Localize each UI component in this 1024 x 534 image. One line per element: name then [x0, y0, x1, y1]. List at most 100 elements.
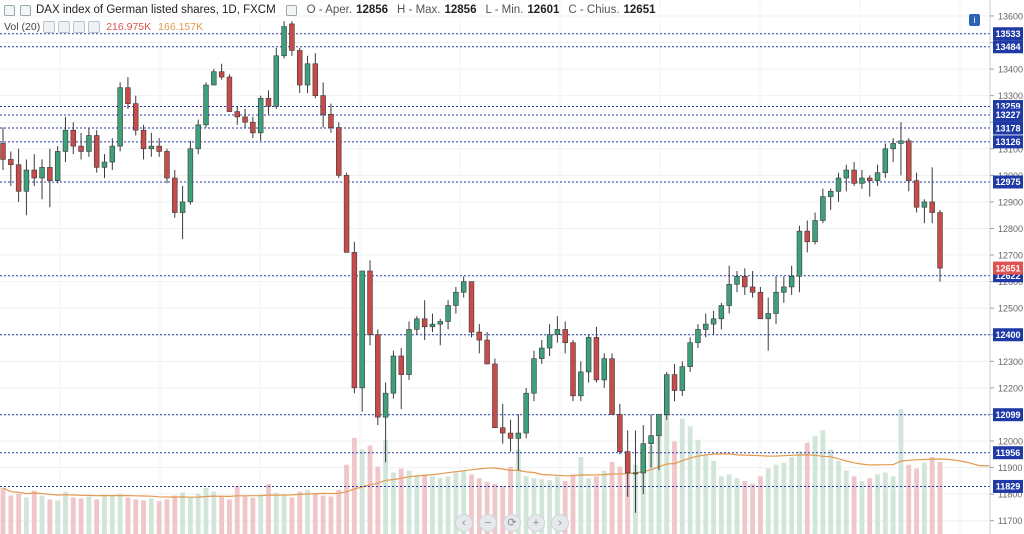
- chart-header: DAX index of German listed shares, 1D, F…: [4, 4, 661, 16]
- candle-body: [804, 230, 810, 243]
- price-grid: [0, 0, 990, 534]
- candle-body: [211, 71, 217, 86]
- volume-bar: [219, 495, 225, 534]
- candle-body: [382, 392, 389, 418]
- candle-body: [172, 177, 178, 213]
- candle-body: [445, 305, 451, 322]
- volume-bar: [687, 426, 693, 534]
- level-label-box: [993, 121, 1023, 135]
- settings-icon[interactable]: [58, 21, 71, 33]
- volume-bar: [398, 468, 404, 534]
- volume-bar: [297, 491, 303, 534]
- reset-button[interactable]: ⟳: [503, 514, 521, 532]
- collapse-icon[interactable]: [4, 4, 15, 16]
- volume-bar: [266, 484, 271, 534]
- candle-body: [601, 358, 607, 381]
- volume-bar: [94, 499, 100, 534]
- scroll-right-button[interactable]: ›: [551, 514, 569, 532]
- axis-tick-label: 12200: [998, 383, 1023, 393]
- volume-bar: [539, 479, 545, 534]
- volume-header: Vol (20) 216.975K 166.157K: [4, 21, 203, 33]
- candle-body: [296, 50, 303, 86]
- volume-bar: [281, 495, 287, 534]
- volume-bar: [531, 478, 537, 534]
- volume-bar: [523, 476, 529, 534]
- candle-body: [624, 451, 631, 474]
- hide-icon[interactable]: [43, 21, 56, 33]
- candle-body: [343, 175, 350, 253]
- candle-body: [827, 190, 834, 197]
- axis-tick-label: 13100: [998, 144, 1023, 154]
- symbol-icon[interactable]: [20, 4, 31, 16]
- volume-bar: [258, 494, 264, 534]
- candle-body: [835, 177, 842, 192]
- candle-body: [812, 220, 818, 243]
- candle-body: [257, 97, 264, 134]
- scroll-left-button[interactable]: ‹: [455, 514, 473, 532]
- volume-bar: [875, 474, 880, 534]
- axis-tick-label: 12000: [998, 437, 1023, 447]
- candle-body: [390, 355, 397, 394]
- volume-bar: [898, 409, 904, 534]
- candle-body: [874, 172, 881, 181]
- volume-bar: [187, 497, 193, 534]
- candle-body: [367, 270, 373, 336]
- candle-body: [312, 63, 319, 96]
- candle-body: [734, 275, 740, 285]
- volume-bar: [211, 491, 217, 534]
- level-label-box: [993, 408, 1023, 422]
- zoom-in-button[interactable]: +: [527, 514, 545, 532]
- candle-body: [710, 318, 717, 325]
- candle-body: [273, 55, 280, 107]
- volume-bar: [773, 464, 779, 534]
- volume-bar: [648, 445, 654, 534]
- candle-body: [140, 129, 147, 150]
- candle-body: [742, 275, 748, 288]
- settings-icon[interactable]: [285, 4, 297, 16]
- chart-navigation: ‹ − ⟳ + ›: [455, 514, 569, 532]
- volume-bar: [375, 466, 381, 534]
- level-label: 13227: [995, 110, 1020, 120]
- candle-body: [593, 337, 600, 381]
- candle-body: [562, 329, 568, 344]
- info-icon[interactable]: i: [969, 14, 980, 26]
- candle-body: [546, 334, 553, 349]
- volume-bar: [890, 476, 896, 534]
- candle-body: [859, 177, 865, 184]
- volume-bar: [851, 476, 857, 534]
- candle-body: [414, 318, 420, 330]
- candle-body: [304, 63, 311, 86]
- volume-bar: [109, 495, 115, 534]
- volume-bar: [55, 500, 61, 534]
- volume-bar: [929, 457, 935, 534]
- remove-icon[interactable]: [73, 21, 86, 33]
- level-label-box: [993, 446, 1023, 460]
- candle-body: [179, 201, 186, 213]
- more-icon[interactable]: [88, 21, 101, 33]
- zoom-out-button[interactable]: −: [479, 514, 497, 532]
- candle-body: [242, 116, 248, 123]
- candle-body: [265, 97, 272, 107]
- volume-bar: [656, 428, 662, 534]
- volume-bar: [16, 493, 22, 534]
- volume-bar: [500, 485, 506, 534]
- candle-body: [328, 113, 334, 128]
- volume-bar: [586, 478, 592, 534]
- high-label: H - Max.: [397, 4, 441, 16]
- candle-body: [749, 286, 756, 293]
- volume-bar: [843, 470, 849, 534]
- candle-body: [250, 121, 256, 134]
- volume-bar: [742, 481, 748, 534]
- level-label: 12400: [995, 330, 1020, 340]
- volume-bar: [156, 501, 162, 534]
- candle-body: [359, 270, 365, 389]
- volume-bar: [679, 418, 685, 534]
- level-label: 13484: [995, 42, 1020, 52]
- candle-body: [867, 177, 873, 181]
- volume-bar: [195, 493, 201, 534]
- candle-body: [281, 26, 287, 57]
- candle-body: [398, 355, 404, 375]
- candle-body: [898, 140, 904, 144]
- volume-bar: [39, 495, 45, 534]
